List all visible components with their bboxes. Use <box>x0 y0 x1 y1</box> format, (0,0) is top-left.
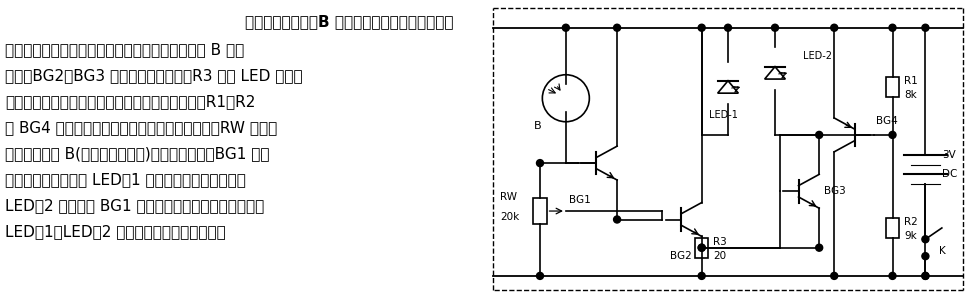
Text: R1: R1 <box>904 76 918 86</box>
Text: 密的光板。当调节光圈时光板同步旋转，从而改变 B 的受: 密的光板。当调节光圈时光板同步旋转，从而改变 B 的受 <box>5 42 245 57</box>
Circle shape <box>698 24 705 31</box>
Text: B: B <box>534 122 542 131</box>
Bar <box>886 77 899 97</box>
Bar <box>533 198 547 224</box>
Text: LED－1、LED－2 才同时亮，表示曝光合适。: LED－1、LED－2 才同时亮，表示曝光合适。 <box>5 224 225 239</box>
Text: 20: 20 <box>714 251 726 261</box>
Bar <box>695 238 708 258</box>
Text: BG2: BG2 <box>670 251 692 261</box>
Circle shape <box>537 160 544 167</box>
Circle shape <box>921 236 929 243</box>
Text: LED-2: LED-2 <box>803 51 832 61</box>
Circle shape <box>698 272 705 279</box>
Text: BG4: BG4 <box>876 116 898 126</box>
Circle shape <box>724 24 731 31</box>
Circle shape <box>537 272 544 279</box>
Circle shape <box>889 24 896 31</box>
Text: 光量。BG2、BG3 组成差分放大电路，R3 既是 LED 的限流: 光量。BG2、BG3 组成差分放大电路，R3 既是 LED 的限流 <box>5 68 303 83</box>
Circle shape <box>889 131 896 138</box>
Text: K: K <box>940 245 947 256</box>
Text: R3: R3 <box>714 237 727 247</box>
Text: 照相机测光电路＊B 为测光元件，前面装有由疏到: 照相机测光电路＊B 为测光元件，前面装有由疏到 <box>245 14 453 29</box>
Text: 3V: 3V <box>942 150 955 160</box>
Circle shape <box>921 253 929 260</box>
Text: 微调电阵。当 B(实际是光敏电阵)受到强光照时，BG1 获得: 微调电阵。当 B(实际是光敏电阵)受到强光照时，BG1 获得 <box>5 146 270 161</box>
Circle shape <box>614 24 620 31</box>
Text: BG1: BG1 <box>569 195 590 205</box>
Text: 为 BG4 的标准偏置电阵，以建立标准比较电平。RW 为校准: 为 BG4 的标准偏置电阵，以建立标准比较电平。RW 为校准 <box>5 120 278 135</box>
Circle shape <box>921 272 929 279</box>
Text: R2: R2 <box>904 217 918 227</box>
Circle shape <box>772 24 779 31</box>
Circle shape <box>614 216 620 223</box>
Circle shape <box>562 24 569 31</box>
Text: 8k: 8k <box>904 90 917 100</box>
Circle shape <box>816 131 822 138</box>
Circle shape <box>698 244 705 251</box>
Circle shape <box>831 24 838 31</box>
Circle shape <box>698 244 705 251</box>
Text: LED-1: LED-1 <box>709 110 738 120</box>
Text: 9k: 9k <box>904 231 917 242</box>
Bar <box>886 218 899 238</box>
Text: LED－2 亮。只有 BG1 的偏置与标准比较电平一致时，: LED－2 亮。只有 BG1 的偏置与标准比较电平一致时， <box>5 198 264 213</box>
Circle shape <box>921 272 929 279</box>
Circle shape <box>889 272 896 279</box>
Text: DC: DC <box>942 169 957 179</box>
Text: BG3: BG3 <box>824 186 846 196</box>
Text: 20k: 20k <box>500 212 519 222</box>
Text: 较高的偏置电位，使 LED－1 亮，表示曝光过度。反之: 较高的偏置电位，使 LED－1 亮，表示曝光过度。反之 <box>5 172 246 187</box>
Circle shape <box>921 24 929 31</box>
Circle shape <box>831 272 838 279</box>
Circle shape <box>816 244 822 251</box>
Text: RW: RW <box>500 192 517 202</box>
Text: 电阵，同时也是差分电路的负反馈共模抑制电阵。R1、R2: 电阵，同时也是差分电路的负反馈共模抑制电阵。R1、R2 <box>5 94 255 109</box>
